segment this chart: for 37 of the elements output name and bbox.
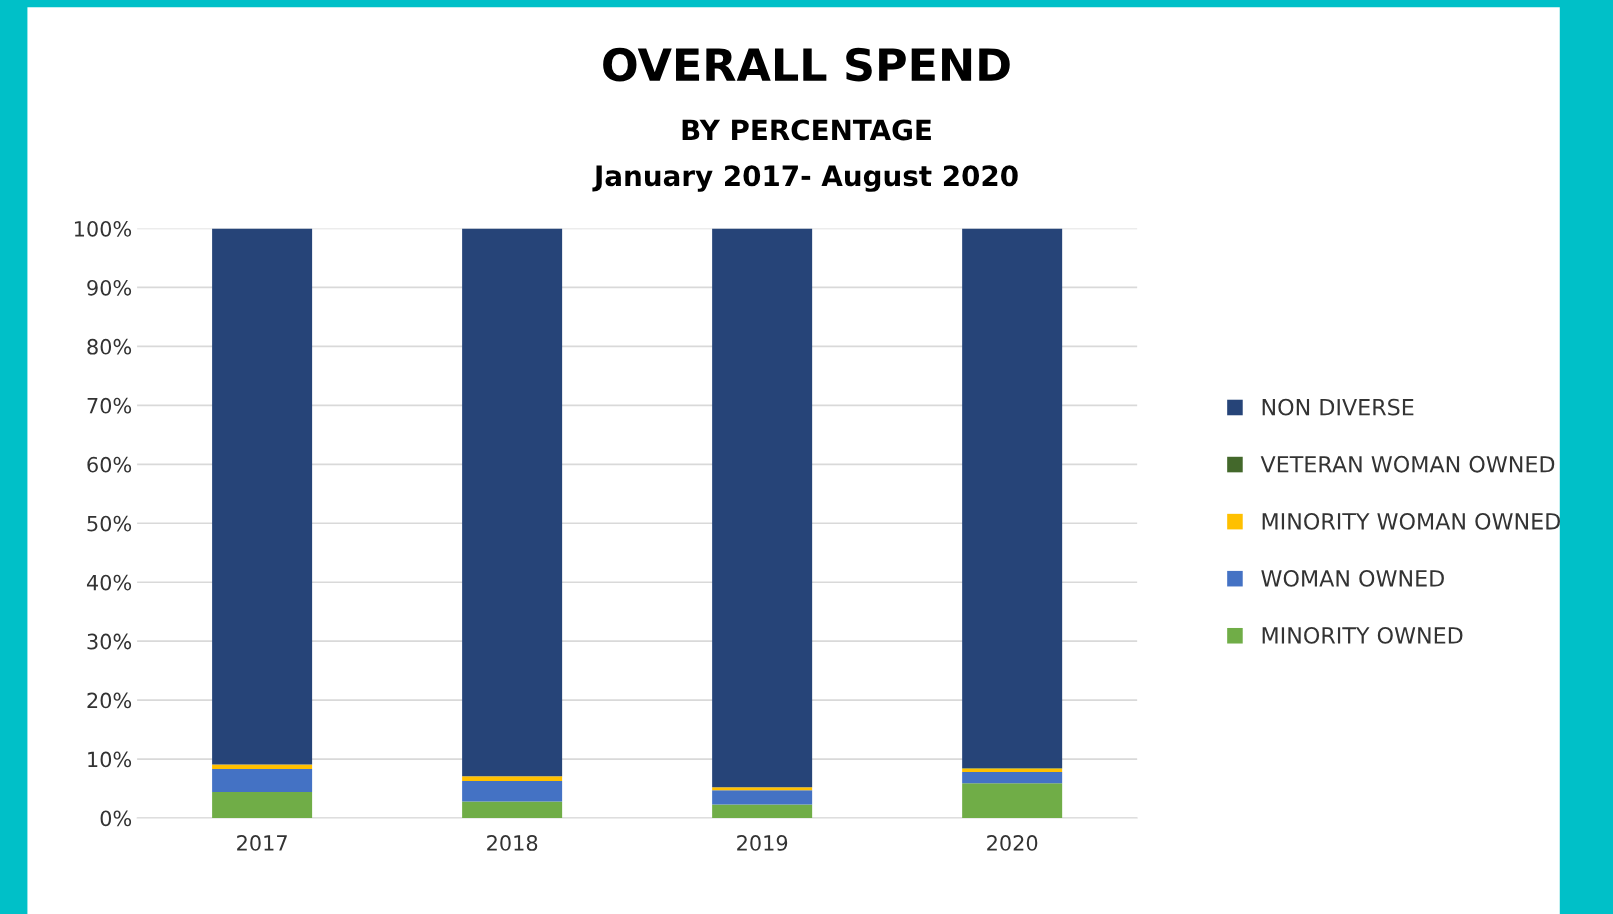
y-tick-label: 70% [87,397,132,414]
bar [712,790,813,805]
bar [962,772,1063,784]
y-tick-label: 50% [87,515,132,532]
y-tick-label: 20% [87,692,132,709]
bar [212,792,313,819]
bar [462,780,563,802]
legend-label: WOMAN OWNED [1261,569,1444,587]
legend-label: NON DIVERSE [1262,398,1414,416]
bar [712,804,813,819]
legend-label: MINORITY WOMAN OWNED [1262,512,1560,530]
bar [212,764,313,770]
bar [462,228,563,777]
bar [212,769,313,793]
x-tick-label: 2019 [737,835,788,851]
bar [712,228,813,788]
y-tick-label: 40% [86,574,132,591]
legend-label: MINORITY OWNED [1262,627,1463,644]
chart-subtitle: BY PERCENTAGE January 2017- August 2020 [592,119,1018,192]
y-tick-label: 10% [88,751,132,768]
y-tick-label: 0% [100,810,132,827]
y-tick-label: 90% [87,279,132,296]
chart-title: OVERALL SPEND [603,47,1010,82]
y-tick-label: 80% [87,338,132,355]
x-tick-label: 2020 [987,835,1038,851]
bar [212,228,313,765]
bar [712,787,813,791]
bar [462,776,563,781]
x-tick-label: 2018 [487,835,538,851]
y-tick-label: 30% [87,633,132,650]
y-tick-label: 100% [74,220,132,237]
legend-label: VETERAN WOMAN OWNED [1260,455,1555,473]
bar [962,228,1063,768]
bar [462,801,563,819]
x-tick-label: 2017 [237,835,287,851]
y-tick-label: 60% [87,456,132,473]
bar [962,783,1063,819]
